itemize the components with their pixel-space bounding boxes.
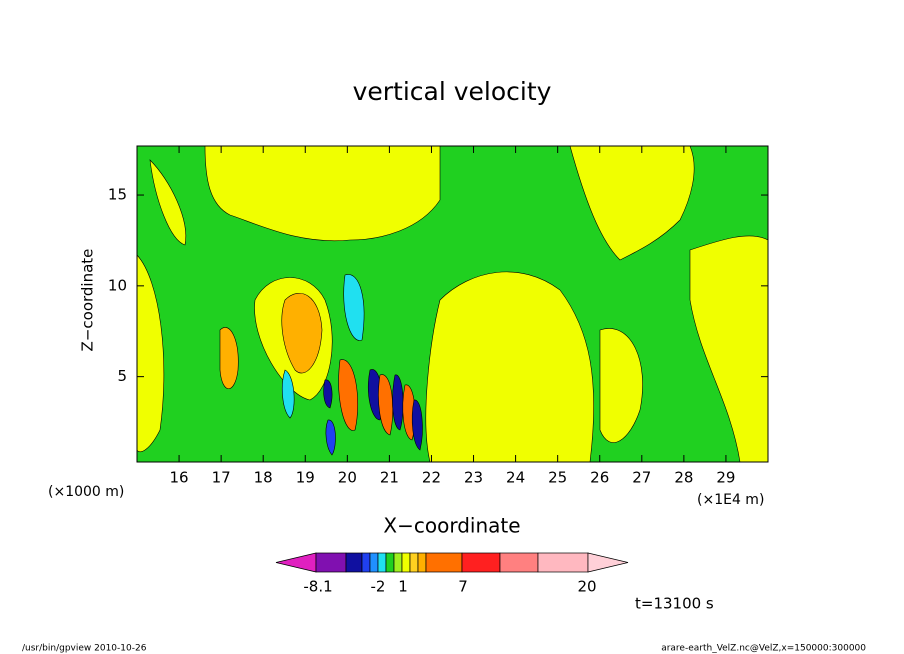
y-unit: (×1000 m) (48, 484, 124, 500)
colorbar-box (401, 552, 411, 573)
x-tick-label: 17 (212, 469, 231, 487)
x-unit: (×1E4 m) (697, 492, 764, 508)
chart-title: vertical velocity (353, 77, 552, 106)
x-axis-label: X−coordinate (383, 514, 520, 538)
x-tick-label: 24 (506, 469, 525, 487)
colorbar-box (537, 552, 589, 573)
x-tick-label: 23 (464, 469, 483, 487)
x-tick-label: 29 (716, 469, 735, 487)
plot-frame (136, 145, 769, 463)
y-tick-label: 15 (108, 186, 127, 204)
colorbar-box (409, 552, 419, 573)
colorbar-box (369, 552, 379, 573)
x-tick-label: 18 (254, 469, 273, 487)
contour-field (136, 145, 769, 463)
colorbar-label: 7 (458, 578, 468, 596)
x-tick-label: 27 (632, 469, 651, 487)
colorbar-box (393, 552, 403, 573)
colorbar-box (499, 552, 539, 573)
colorbar-label: -2 (371, 578, 386, 596)
colorbar (275, 552, 629, 573)
footer-left: /usr/bin/gpview 2010-10-26 (22, 644, 147, 654)
colorbar-end (587, 552, 629, 573)
colorbar-box (345, 552, 363, 573)
annotation: t=13100 s (635, 595, 714, 613)
x-tick-label: 22 (422, 469, 441, 487)
x-tick-label: 19 (296, 469, 315, 487)
colorbar-box (377, 552, 387, 573)
colorbar-box (461, 552, 501, 573)
colorbar-box (315, 552, 347, 573)
colorbar-box (385, 552, 395, 573)
footer-right: arare-earth_VelZ.nc@VelZ,x=150000:300000 (661, 644, 866, 654)
colorbar-end (275, 552, 317, 573)
colorbar-label: 20 (577, 578, 596, 596)
colorbar-box (425, 552, 463, 573)
x-tick-label: 16 (170, 469, 189, 487)
colorbar-box (361, 552, 371, 573)
x-tick-label: 25 (548, 469, 567, 487)
x-tick-label: 21 (380, 469, 399, 487)
y-axis-label: Z−coordinate (79, 249, 97, 352)
y-tick-label: 10 (108, 276, 127, 294)
x-tick-label: 28 (674, 469, 693, 487)
colorbar-label: 1 (398, 578, 408, 596)
y-tick-label: 5 (117, 367, 127, 385)
colorbar-label: -8.1 (303, 578, 332, 596)
x-tick-label: 20 (338, 469, 357, 487)
colorbar-box (417, 552, 427, 573)
x-tick-label: 26 (590, 469, 609, 487)
